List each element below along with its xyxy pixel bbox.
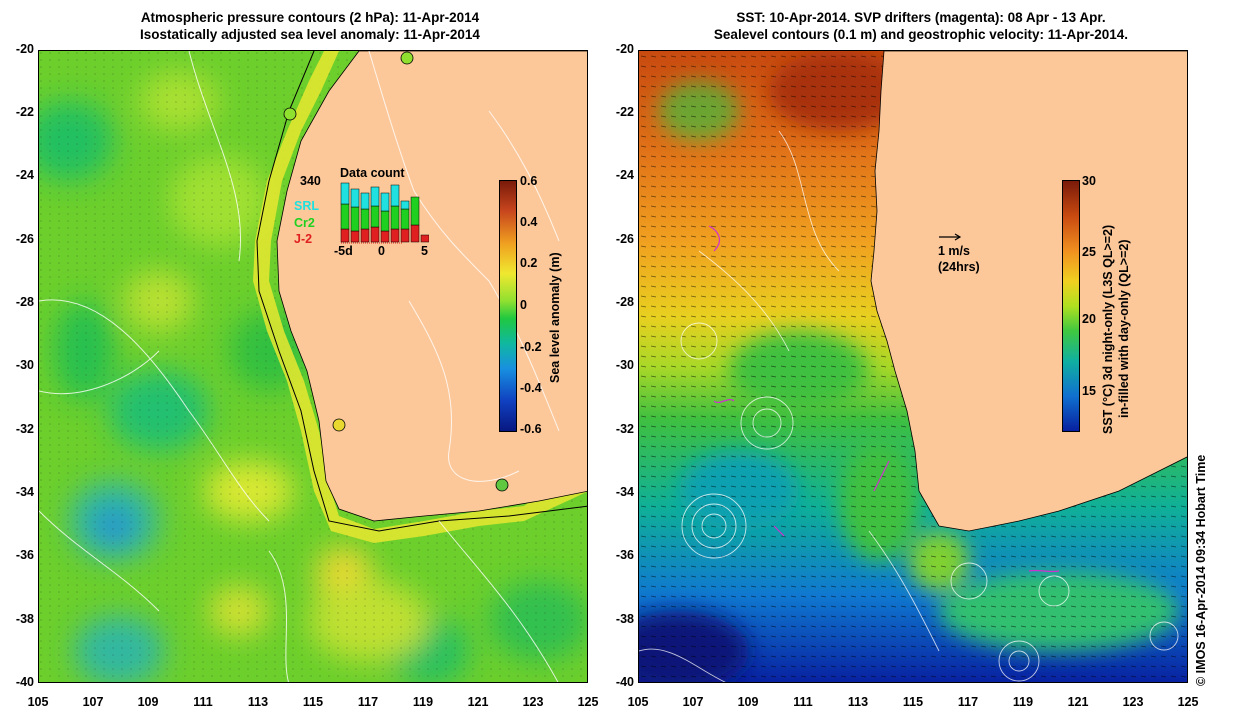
right-lat-label: -32 <box>615 422 634 436</box>
data-count-title: Data count <box>340 166 405 180</box>
left-lat-label: -22 <box>15 105 34 119</box>
velocity-scale-label: 1 m/s <box>938 244 970 258</box>
right-lat-label: -30 <box>615 358 634 372</box>
right-cb-tick-15: 15 <box>1082 384 1096 398</box>
right-title-line2: Sealevel contours (0.1 m) and geostrophi… <box>713 27 1129 42</box>
left-lat-label: -36 <box>15 548 34 562</box>
velocity-scale-arrow <box>939 233 962 241</box>
left-cb-tick-0.2: 0.2 <box>520 256 538 270</box>
left-lat-label: -26 <box>15 232 34 246</box>
left-title-line2: Isostatically adjusted sea level anomaly… <box>140 27 480 42</box>
right-lon-label: 109 <box>737 695 759 709</box>
data-count-tick-5: 5 <box>421 244 428 258</box>
left-lon-label: 115 <box>302 695 324 709</box>
right-lon-label: 121 <box>1067 695 1089 709</box>
left-colorbar <box>499 180 517 432</box>
right-lat-label: -36 <box>615 548 634 562</box>
left-lat-label: -20 <box>15 42 34 56</box>
right-lon-label: 113 <box>847 695 869 709</box>
right-map-panel <box>638 50 1188 683</box>
left-lon-label: 125 <box>577 695 599 709</box>
left-lat-label: -24 <box>15 168 34 182</box>
left-lon-label: 121 <box>467 695 489 709</box>
legend-srl: SRL <box>294 199 319 213</box>
left-lat-label: -40 <box>15 675 34 689</box>
right-lat-label: -20 <box>615 42 634 56</box>
left-lat-label: -34 <box>15 485 34 499</box>
velocity-scale-sublabel: (24hrs) <box>938 260 980 274</box>
left-cb-tick-neg0.6: -0.6 <box>520 422 542 436</box>
australia-land-right <box>870 51 1187 532</box>
australia-land <box>276 51 587 522</box>
right-colorbar-title-line2: in-filled with day-only (QL>=2) <box>1117 239 1131 419</box>
right-lon-label: 107 <box>682 695 704 709</box>
left-cb-tick-0.6: 0.6 <box>520 174 538 188</box>
sst-map <box>639 51 1187 682</box>
data-count-max-label: 340 <box>300 174 321 188</box>
left-lon-label: 105 <box>27 695 49 709</box>
left-lon-label: 111 <box>193 695 213 709</box>
right-lat-label: -38 <box>615 612 634 626</box>
right-colorbar <box>1062 180 1080 432</box>
right-lat-label: -22 <box>615 105 634 119</box>
left-lon-label: 107 <box>82 695 104 709</box>
tide-gauges <box>283 51 509 492</box>
left-cb-tick-0.4: 0.4 <box>520 215 538 229</box>
left-map-panel <box>38 50 588 683</box>
right-panel-title: SST: 10-Apr-2014. SVP drifters (magenta)… <box>636 9 1206 43</box>
left-colorbar-title: Sea level anomaly (m) <box>548 252 562 383</box>
left-title-line1: Atmospheric pressure contours (2 hPa): 1… <box>140 10 480 25</box>
sea-level-anomaly-map <box>39 51 587 682</box>
left-cb-tick-neg0.4: -0.4 <box>520 381 542 395</box>
left-lat-label: -38 <box>15 612 34 626</box>
right-cb-tick-25: 25 <box>1082 245 1096 259</box>
legend-cr2: Cr2 <box>294 216 315 230</box>
svp-drifter-tracks <box>708 225 1060 573</box>
right-lon-label: 123 <box>1122 695 1144 709</box>
left-panel-title: Atmospheric pressure contours (2 hPa): 1… <box>30 9 590 43</box>
right-lat-label: -28 <box>615 295 634 309</box>
left-lat-label: -30 <box>15 358 34 372</box>
right-lon-label: 117 <box>957 695 979 709</box>
left-lon-label: 119 <box>412 695 434 709</box>
right-cb-tick-30: 30 <box>1082 174 1096 188</box>
right-lon-label: 105 <box>627 695 649 709</box>
left-lat-label: -28 <box>15 295 34 309</box>
left-lat-label: -32 <box>15 422 34 436</box>
right-title-line1: SST: 10-Apr-2014. SVP drifters (magenta)… <box>736 10 1106 25</box>
data-count-histogram <box>340 182 429 244</box>
data-count-tick-0: 0 <box>378 244 385 258</box>
right-lat-label: -24 <box>615 168 634 182</box>
sealevel-contours <box>639 130 1179 682</box>
data-count-tick-neg5: -5d <box>334 244 353 258</box>
left-lon-label: 113 <box>247 695 269 709</box>
left-cb-tick-0: 0 <box>520 298 527 312</box>
right-lon-label: 111 <box>793 695 813 709</box>
left-lon-label: 117 <box>357 695 379 709</box>
right-colorbar-title-line1: SST (°C) 3d night-only (L3S QL>=2) <box>1101 224 1115 434</box>
right-lat-label: -40 <box>615 675 634 689</box>
right-lat-label: -26 <box>615 232 634 246</box>
right-lon-label: 119 <box>1012 695 1034 709</box>
right-lat-label: -34 <box>615 485 634 499</box>
left-cb-tick-neg0.2: -0.2 <box>520 340 542 354</box>
left-lon-label: 123 <box>522 695 544 709</box>
right-cb-tick-20: 20 <box>1082 312 1096 326</box>
pressure-contours <box>39 51 560 682</box>
legend-j2: J-2 <box>294 232 313 246</box>
right-lon-label: 115 <box>902 695 924 709</box>
left-lon-label: 109 <box>137 695 159 709</box>
right-lon-label: 125 <box>1177 695 1199 709</box>
imos-copyright: © IMOS 16-Apr-2014 09:34 Hobart Time <box>1194 454 1208 686</box>
